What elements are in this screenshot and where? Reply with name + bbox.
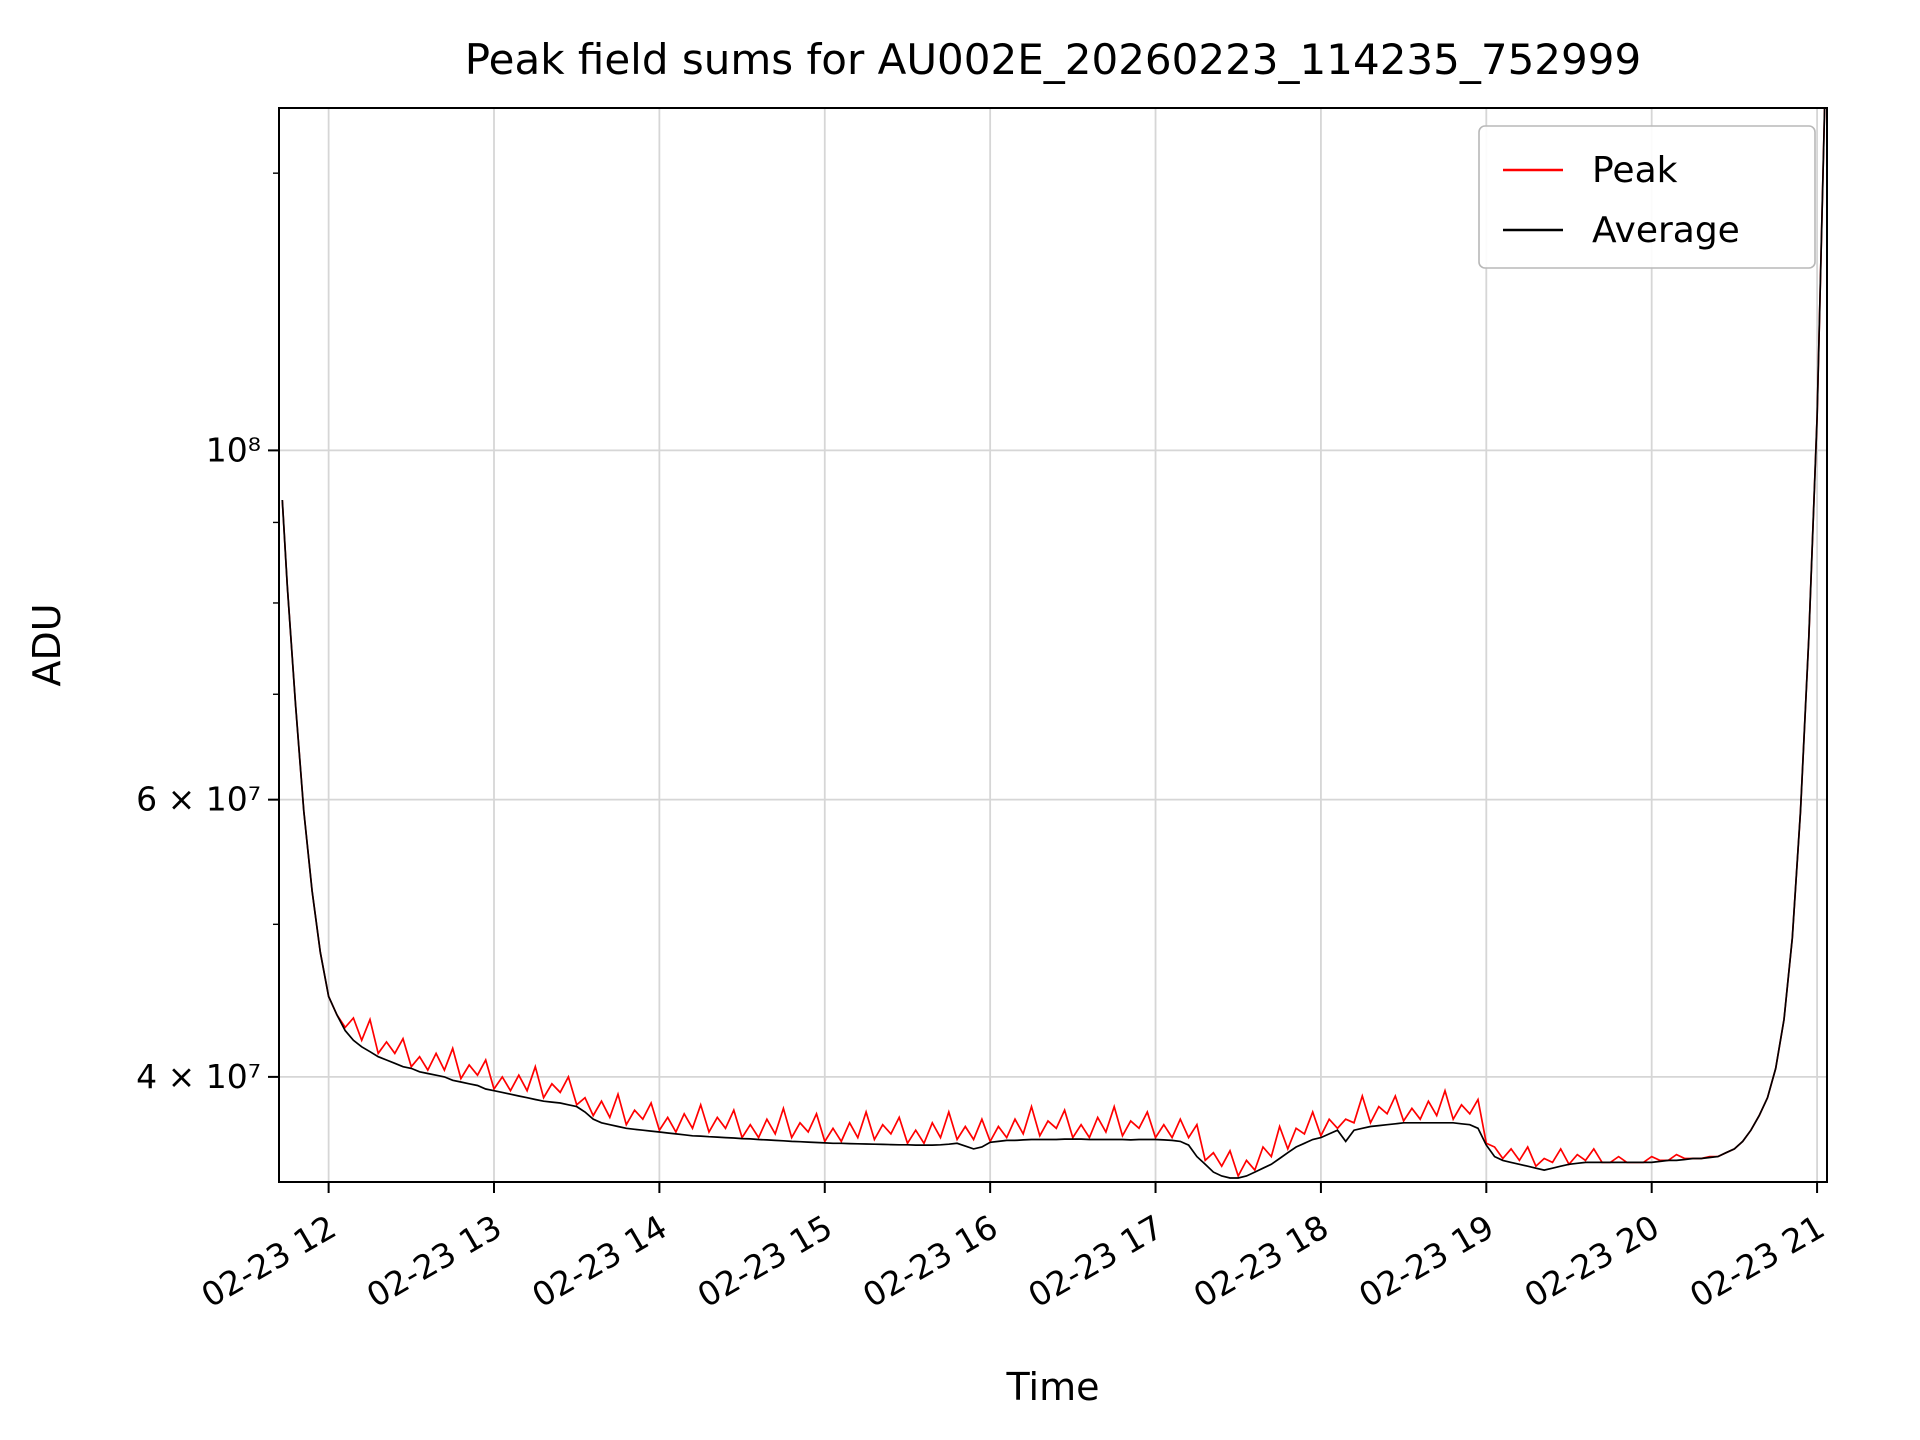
x-tick-label: 02-23 21 — [1683, 1207, 1831, 1315]
x-tick-label: 02-23 14 — [525, 1207, 673, 1315]
x-tick-label: 02-23 18 — [1187, 1207, 1335, 1315]
legend: Peak Average — [1478, 125, 1816, 269]
x-tick-label: 02-23 13 — [360, 1207, 508, 1315]
x-axis-label: Time — [1006, 1365, 1100, 1409]
chart-title: Peak field sums for AU002E_20260223_1142… — [465, 35, 1641, 84]
y-axis-label: ADU — [25, 603, 69, 686]
x-tick-label: 02-23 20 — [1518, 1207, 1666, 1315]
data-series — [281, 108, 1826, 1179]
x-tick-label: 02-23 12 — [195, 1207, 343, 1315]
x-tick-label: 02-23 15 — [691, 1207, 839, 1315]
x-tick-label: 02-23 17 — [1022, 1207, 1170, 1315]
gridlines — [279, 108, 1827, 1182]
axis-ticks — [268, 172, 1819, 1193]
x-tick-label: 02-23 16 — [856, 1207, 1004, 1315]
series-line-peak — [281, 108, 1826, 1179]
legend-label-average: Average — [1592, 210, 1740, 251]
plot-border — [278, 107, 1828, 1183]
x-tick-label: 02-23 19 — [1352, 1207, 1500, 1315]
y-tick-label: 4 × 10⁷ — [136, 1057, 261, 1096]
series-line-average — [281, 108, 1826, 1179]
y-tick-label: 10⁸ — [206, 430, 261, 469]
legend-label-peak: Peak — [1592, 150, 1678, 191]
legend-frame — [1478, 125, 1816, 269]
y-tick-label: 6 × 10⁷ — [136, 780, 261, 819]
